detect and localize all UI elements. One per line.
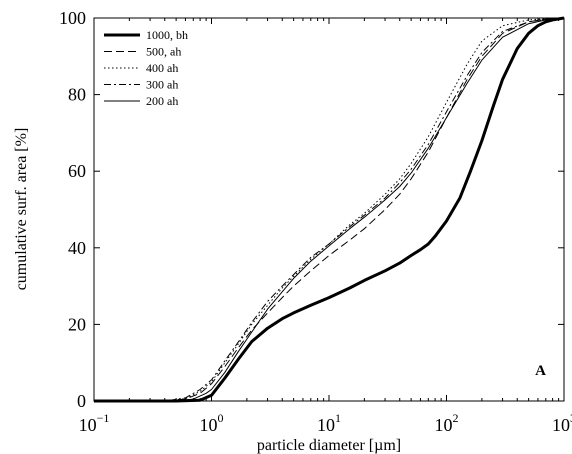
series-line-3 <box>94 17 565 402</box>
legend-label: 400 ah <box>146 61 178 75</box>
x-tick-label: 100 <box>200 411 224 435</box>
series-line-5 <box>94 17 565 402</box>
ticks: 10−1 100 101 102 103 0 20 40 60 80 100 <box>59 8 572 435</box>
legend: 1000, bh 500, ah 400 ah 300 ah 200 ah <box>100 26 200 114</box>
y-tick-label: 40 <box>68 238 86 258</box>
y-tick-label: 80 <box>68 85 86 105</box>
legend-label: 500, ah <box>146 45 181 59</box>
legend-label: 300 ah <box>146 78 178 92</box>
y-tick-label: 20 <box>68 314 86 334</box>
legend-label: 200 ah <box>146 94 178 108</box>
y-tick-label: 60 <box>68 161 86 181</box>
legend-box <box>100 26 200 114</box>
legend-label: 1000, bh <box>146 28 188 42</box>
x-tick-label: 10−1 <box>79 411 110 435</box>
x-axis-label: particle diameter [µm] <box>257 437 401 454</box>
x-tick-label: 102 <box>435 411 459 435</box>
x-tick-label: 103 <box>552 411 572 435</box>
y-tick-label: 100 <box>59 8 86 28</box>
series-line-1 <box>94 16 565 403</box>
curves <box>94 16 565 403</box>
series-line-2 <box>94 17 565 402</box>
series-line-4 <box>94 17 565 402</box>
x-tick-label: 101 <box>317 411 341 435</box>
panel-label: A <box>535 363 546 379</box>
y-tick-label: 0 <box>77 391 86 411</box>
y-axis-label: cumulative surf. area [%] <box>13 128 30 291</box>
